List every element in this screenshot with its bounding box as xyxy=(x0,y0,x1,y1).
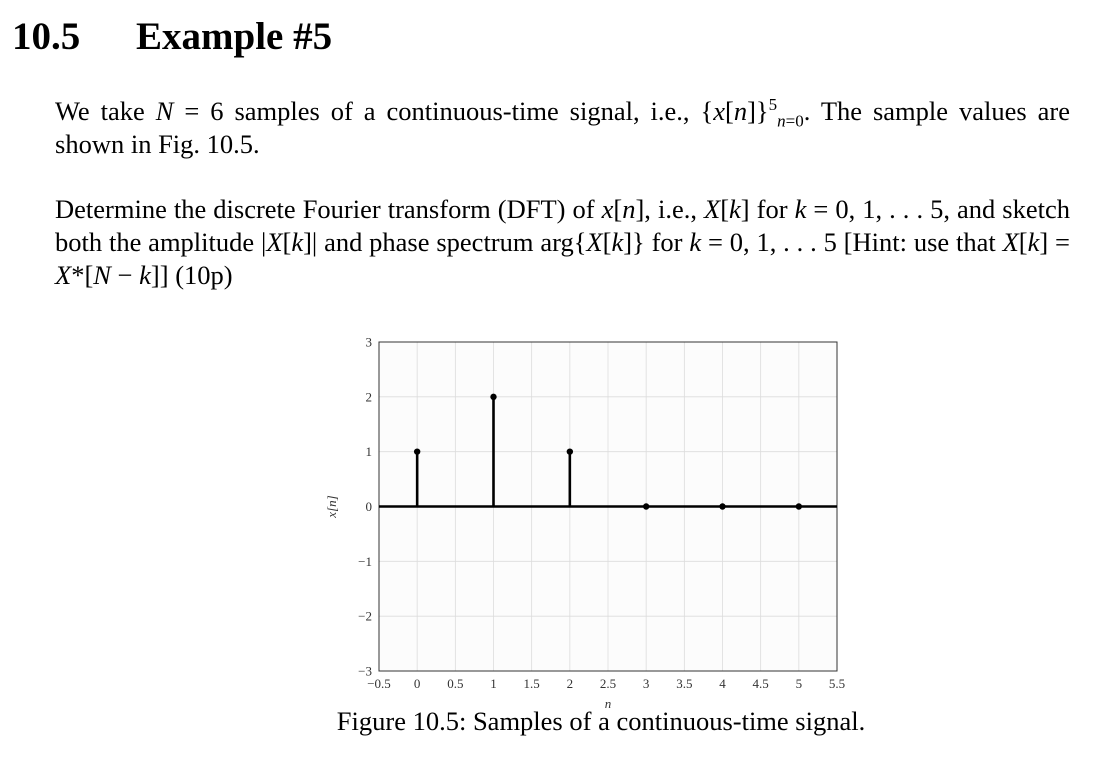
x-tick-label: 5.5 xyxy=(829,676,845,691)
stem-marker xyxy=(795,503,803,510)
x-tick-label: 3.5 xyxy=(676,676,692,691)
section-title: Example #5 xyxy=(136,15,333,58)
y-tick-label: −1 xyxy=(358,554,372,569)
x-tick-label: 4 xyxy=(719,676,726,691)
stem-marker xyxy=(490,393,497,401)
section-number: 10.5 xyxy=(12,15,81,58)
x-axis-label: n xyxy=(605,696,612,711)
x-tick-label: 1.5 xyxy=(524,676,540,691)
y-tick-label: −2 xyxy=(358,609,372,624)
section-heading: 10.5 Example #5 xyxy=(12,14,332,59)
y-tick-label: 0 xyxy=(366,499,373,514)
figure-caption: Figure 10.5: Samples of a continuous-tim… xyxy=(336,706,866,736)
x-tick-label: 5 xyxy=(796,676,803,691)
stem-marker xyxy=(566,448,574,455)
problem-intro-paragraph: We take N = 6 samples of a continuous-ti… xyxy=(55,95,1070,159)
x-tick-label: 0.5 xyxy=(447,676,463,691)
stem-marker xyxy=(719,503,726,510)
y-tick-label: 2 xyxy=(366,389,373,404)
x-tick-label: 2 xyxy=(567,676,574,691)
x-tick-label: 1 xyxy=(490,676,497,691)
x-tick-label: 0 xyxy=(414,676,421,691)
y-tick-label: 1 xyxy=(366,444,373,459)
x-tick-label: −0.5 xyxy=(367,676,391,691)
x-tick-label: 4.5 xyxy=(753,676,769,691)
y-axis-label: x[n] xyxy=(324,495,339,518)
stem-marker xyxy=(413,448,421,455)
stem-marker xyxy=(642,503,650,510)
x-tick-label: 3 xyxy=(643,676,650,691)
x-tick-label: 2.5 xyxy=(600,676,616,691)
problem-task-paragraph: Determine the discrete Fourier transform… xyxy=(55,194,1071,290)
y-tick-label: 3 xyxy=(366,335,373,350)
y-tick-label: −3 xyxy=(358,664,372,679)
